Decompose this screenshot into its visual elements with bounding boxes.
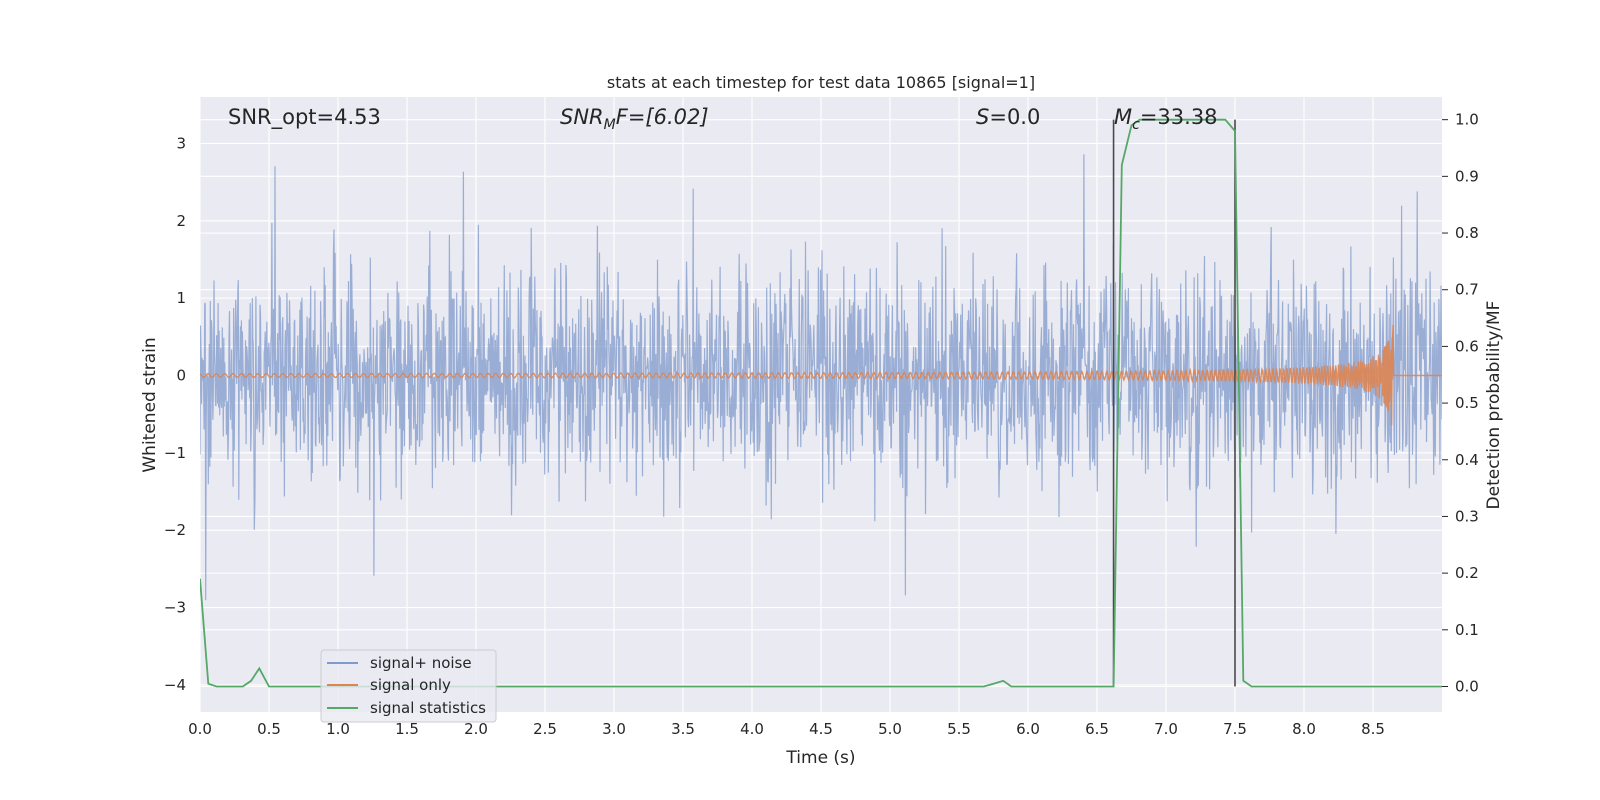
y-right-axis-ticks: 1.0 0.9 0.8 0.7 0.6 0.5 0.4 0.3 0.2 0.1 0.0 bbox=[1442, 111, 1479, 695]
x-axis-label: Time (s) bbox=[785, 748, 855, 768]
y-left-axis-ticks: 3 2 1 0 −1 −2 −3 −4 bbox=[164, 134, 186, 694]
x-tick-label: 1.5 bbox=[395, 720, 419, 738]
x-tick-label: 6.5 bbox=[1085, 720, 1109, 738]
y-right-tick-label: 0.5 bbox=[1455, 394, 1479, 412]
x-tick-label: 2.5 bbox=[533, 720, 557, 738]
annotation-s-main: S bbox=[976, 105, 989, 129]
annotation-mc-rest: =33.38 bbox=[1140, 105, 1218, 129]
y-left-tick-label: −2 bbox=[164, 521, 186, 539]
annotation-snr-mf: SNRMF=[6.02] bbox=[560, 105, 709, 133]
x-tick-label: 4.0 bbox=[740, 720, 764, 738]
y-right-tick-label: 0.7 bbox=[1455, 281, 1479, 299]
annotation-s-rest: =0.0 bbox=[989, 105, 1040, 129]
y-left-tick-label: 0 bbox=[176, 366, 186, 384]
x-tick-label: 0.0 bbox=[188, 720, 212, 738]
x-tick-label: 1.0 bbox=[326, 720, 350, 738]
annotation-snr-mf-sub: M bbox=[604, 117, 616, 133]
y-right-tick-label: 0.9 bbox=[1455, 167, 1479, 185]
y-right-tick-label: 0.6 bbox=[1455, 337, 1479, 355]
chart-title: stats at each timestep for test data 108… bbox=[607, 73, 1035, 92]
y-right-tick-label: 0.8 bbox=[1455, 224, 1479, 242]
annotation-mc-sub: c bbox=[1132, 117, 1140, 133]
x-tick-label: 5.5 bbox=[947, 720, 971, 738]
legend: signal+ noise signal only signal statist… bbox=[320, 649, 497, 723]
y-right-tick-label: 0.2 bbox=[1455, 564, 1479, 582]
y-left-axis-label: Whitened strain bbox=[140, 337, 160, 472]
y-left-tick-label: −3 bbox=[164, 599, 186, 617]
x-axis-ticks: 0.0 0.5 1.0 1.5 2.0 2.5 3.0 3.5 4.0 4.5 5.0 5.5 6.0 6… bbox=[188, 720, 1385, 738]
series-signal-statistics bbox=[200, 118, 1442, 688]
legend-label-noise: signal+ noise bbox=[370, 654, 472, 672]
annotation-s: S=0.0 bbox=[976, 105, 1040, 129]
annotation-snr-opt: SNR_opt=4.53 bbox=[228, 105, 381, 130]
y-left-tick-label: −4 bbox=[164, 676, 186, 694]
x-tick-label: 7.0 bbox=[1154, 720, 1178, 738]
x-tick-label: 3.5 bbox=[671, 720, 695, 738]
y-left-tick-label: 3 bbox=[176, 134, 186, 152]
x-tick-label: 6.0 bbox=[1016, 720, 1040, 738]
y-left-tick-label: −1 bbox=[164, 444, 186, 462]
y-right-tick-label: 1.0 bbox=[1455, 111, 1479, 129]
legend-label-stat: signal statistics bbox=[370, 699, 486, 717]
x-tick-label: 8.5 bbox=[1361, 720, 1385, 738]
annotation-snr-mf-rest: F=[6.02] bbox=[616, 105, 709, 129]
annotation-mc-main: M bbox=[1114, 105, 1132, 129]
x-tick-label: 3.0 bbox=[602, 720, 626, 738]
y-right-axis-label: Detection probability/MF bbox=[1484, 301, 1504, 510]
y-right-tick-label: 0.1 bbox=[1455, 621, 1479, 639]
legend-label-signal: signal only bbox=[370, 676, 451, 694]
y-left-tick-label: 1 bbox=[176, 289, 186, 307]
legend-box bbox=[320, 649, 497, 723]
vertical-markers bbox=[1112, 119, 1236, 687]
y-right-tick-label: 0.0 bbox=[1455, 677, 1479, 695]
y-left-tick-label: 2 bbox=[176, 212, 186, 230]
y-right-tick-label: 0.4 bbox=[1455, 451, 1479, 469]
x-tick-label: 2.0 bbox=[464, 720, 488, 738]
y-right-tick-label: 0.3 bbox=[1455, 507, 1479, 525]
annotation-snr-mf-main: SNR bbox=[560, 105, 604, 129]
signal-statistics-points bbox=[200, 119, 1442, 687]
annotation-mc: Mc=33.38 bbox=[1114, 105, 1218, 133]
x-tick-label: 8.0 bbox=[1292, 720, 1316, 738]
x-tick-label: 0.5 bbox=[257, 720, 281, 738]
x-tick-label: 7.5 bbox=[1223, 720, 1247, 738]
x-tick-label: 5.0 bbox=[878, 720, 902, 738]
x-tick-label: 4.5 bbox=[809, 720, 833, 738]
